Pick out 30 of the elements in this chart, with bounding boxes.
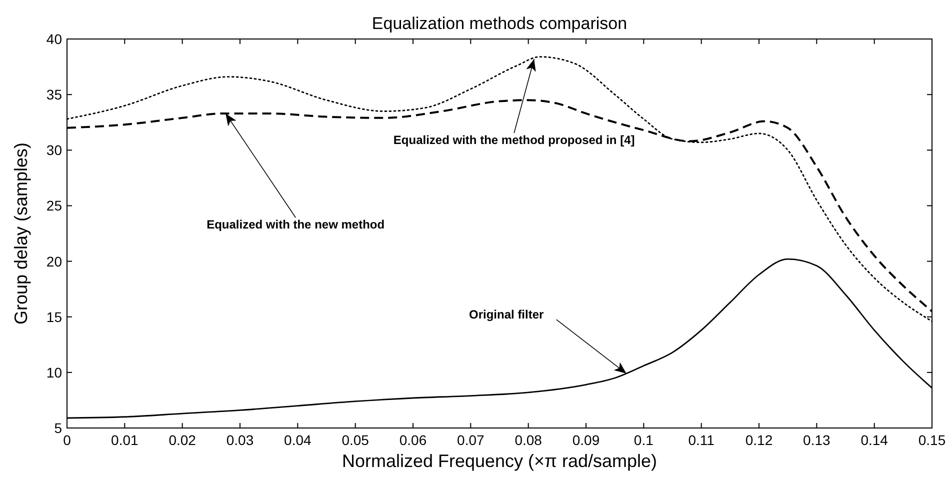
y-tick-label: 15 bbox=[46, 308, 62, 325]
x-tick-label: 0.15 bbox=[918, 432, 946, 448]
chart-title: Equalization methods comparison bbox=[372, 14, 628, 33]
x-tick-label: 0.14 bbox=[860, 432, 888, 448]
x-tick-label: 0.11 bbox=[688, 432, 715, 448]
y-tick-label: 10 bbox=[46, 364, 62, 380]
x-tick-label: 0.04 bbox=[284, 432, 312, 448]
x-tick-label: 0.07 bbox=[457, 432, 485, 448]
x-tick-label: 0.05 bbox=[342, 432, 370, 448]
y-tick-label: 20 bbox=[46, 253, 62, 270]
y-tick-label: 35 bbox=[46, 86, 62, 103]
x-tick-label: 0.12 bbox=[745, 432, 773, 448]
x-tick-label: 0.09 bbox=[572, 432, 600, 448]
annotation: Equalized with the method proposed in [4] bbox=[393, 133, 635, 148]
annotation: Equalized with the new method bbox=[206, 217, 385, 232]
x-tick-label: 0.13 bbox=[803, 432, 831, 448]
y-tick-label: 5 bbox=[54, 420, 62, 436]
x-tick-label: 0 bbox=[63, 432, 72, 448]
y-tick-label: 30 bbox=[46, 142, 62, 158]
x-tick-label: 0.06 bbox=[399, 432, 427, 448]
x-tick-label: 0.02 bbox=[168, 432, 196, 448]
x-tick-label: 0.03 bbox=[226, 432, 254, 448]
y-tick-label: 25 bbox=[46, 198, 62, 214]
x-axis-title: Normalized Frequency (×π rad/sample) bbox=[342, 451, 658, 471]
annotation: Original filter bbox=[469, 308, 544, 322]
y-axis-title: Group delay (samples) bbox=[11, 142, 31, 325]
x-tick-label: 0.01 bbox=[111, 432, 139, 448]
x-tick-label: 0.1 bbox=[634, 432, 654, 448]
y-tick-label: 40 bbox=[46, 31, 62, 47]
x-tick-label: 0.08 bbox=[514, 432, 542, 448]
